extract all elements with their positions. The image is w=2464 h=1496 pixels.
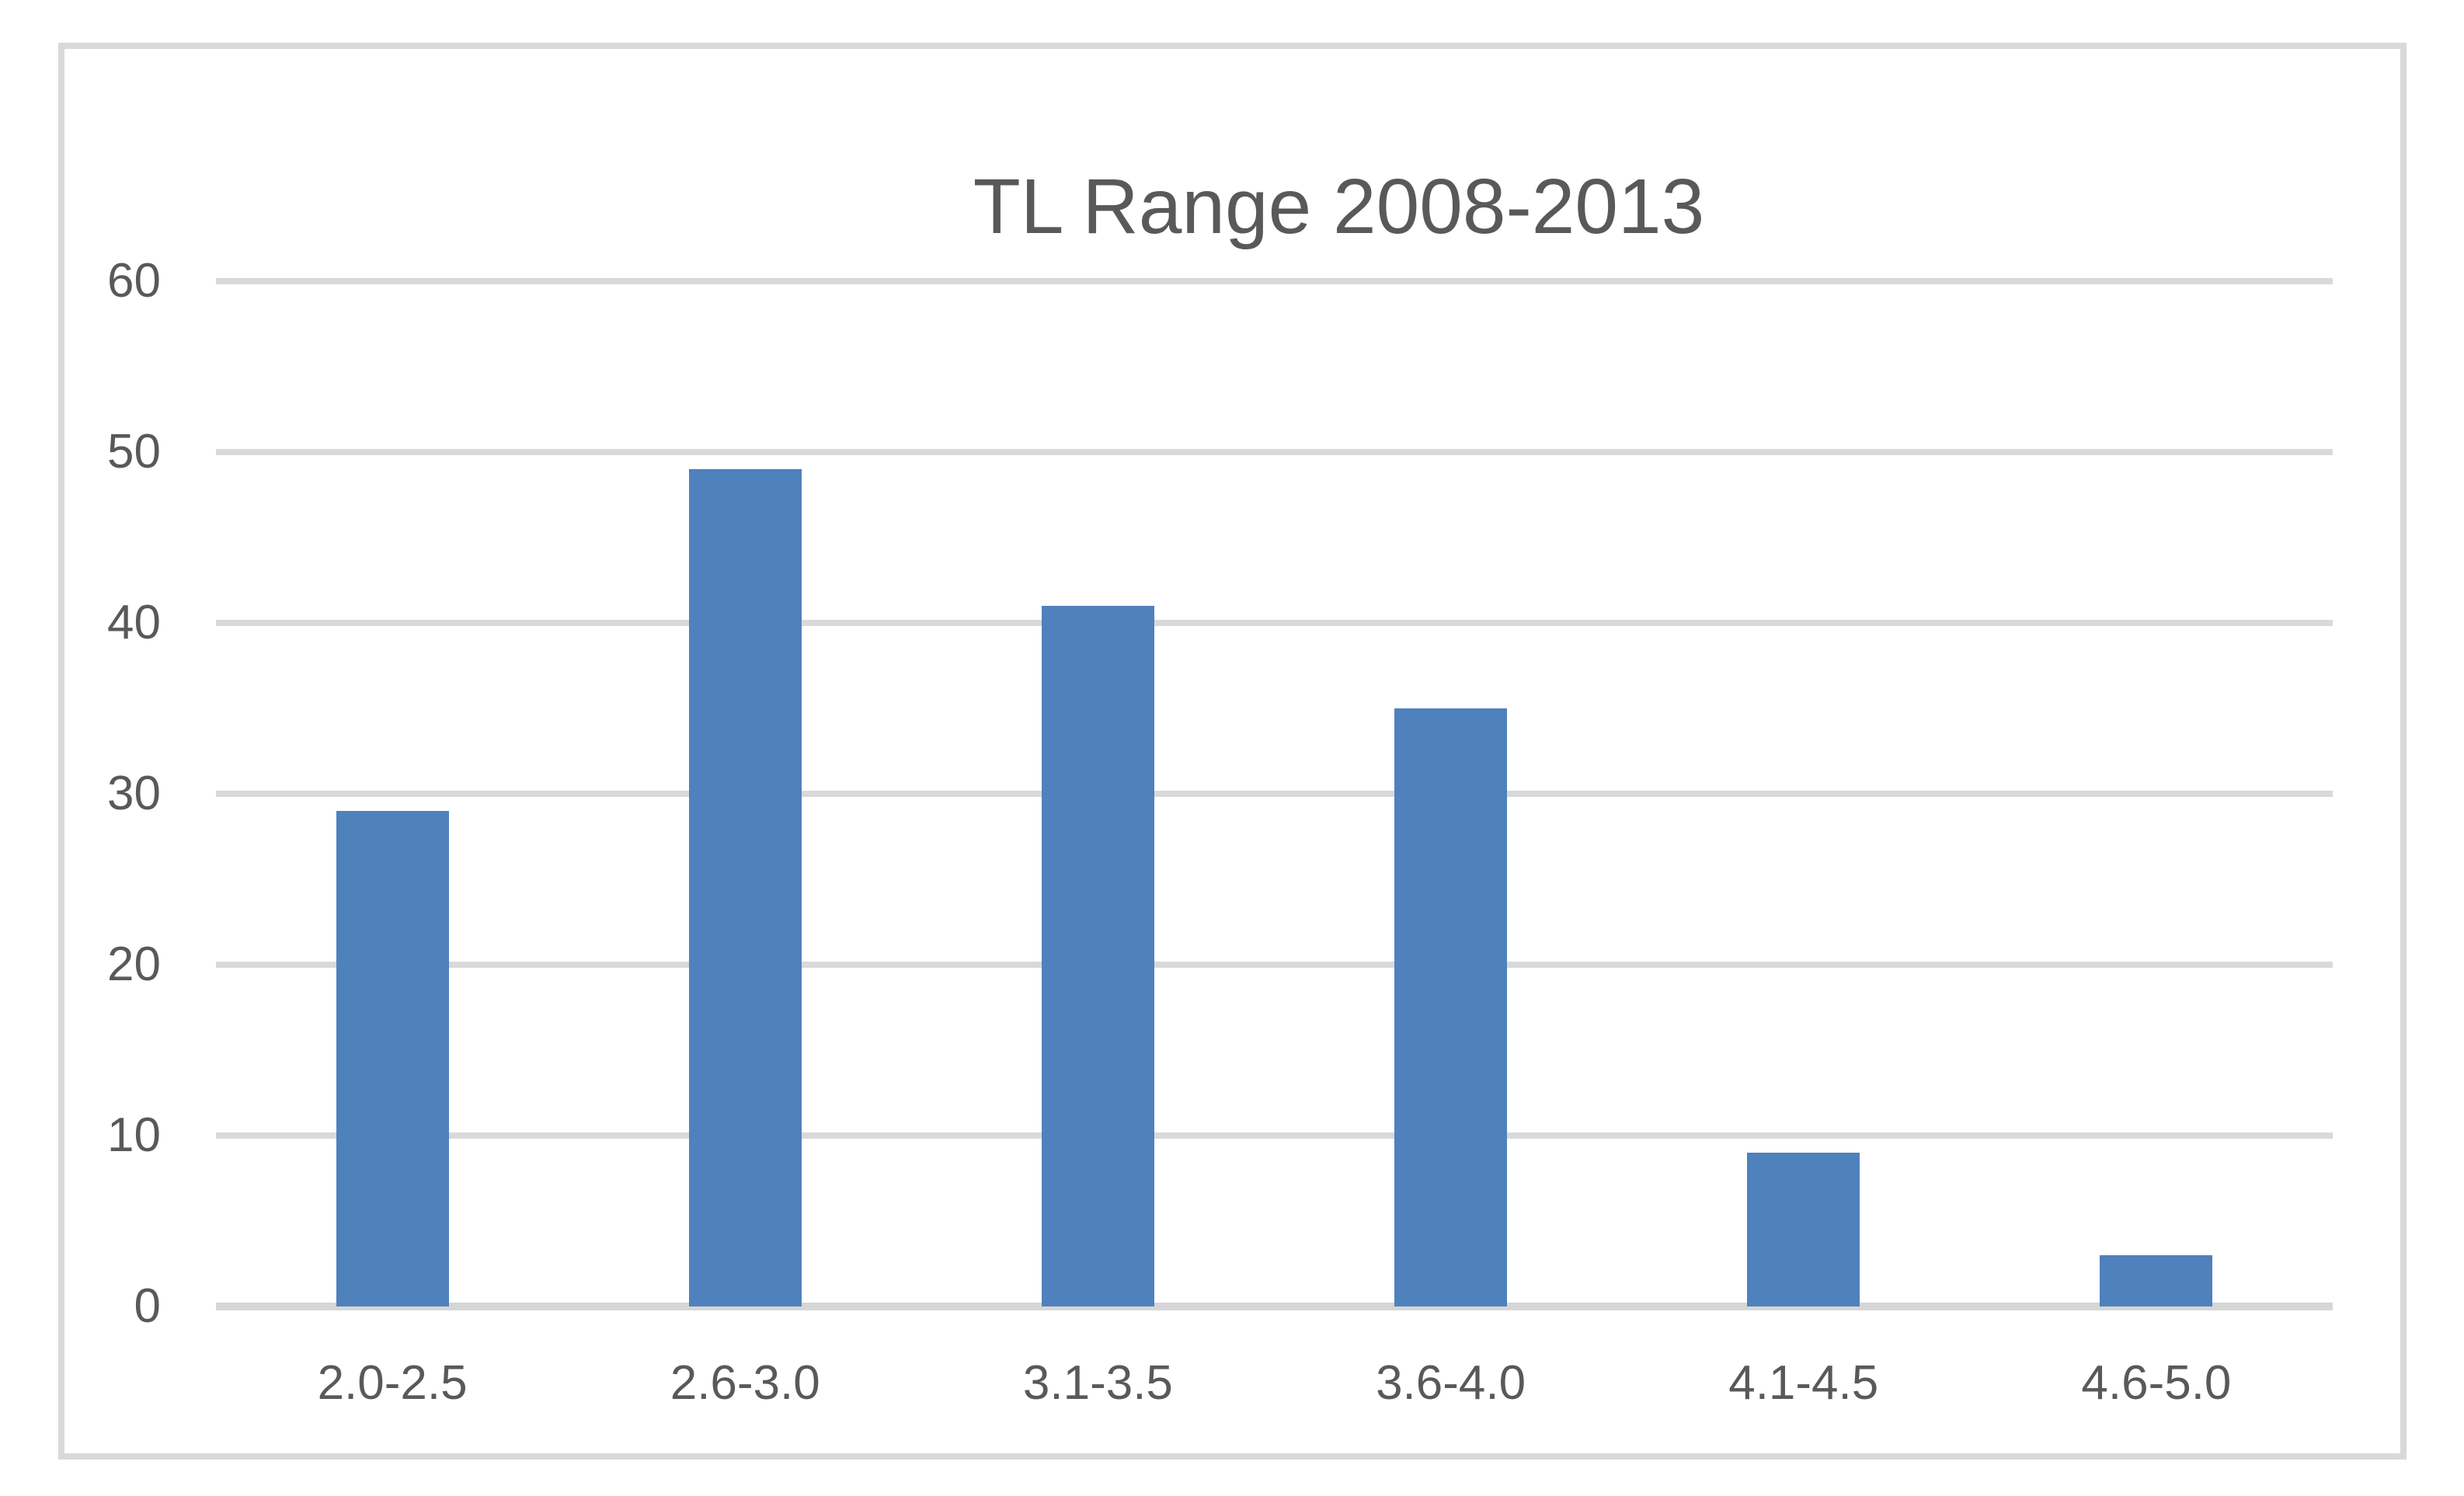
bar (688, 469, 802, 1306)
x-axis-category-label: 4.1-4.5 (1728, 1356, 1879, 1410)
x-axis-line (216, 1303, 2333, 1310)
y-axis-tick-label: 0 (134, 1279, 161, 1333)
gridline (216, 620, 2333, 626)
y-axis-tick-label: 10 (107, 1108, 161, 1162)
gridline (216, 278, 2333, 284)
gridline (216, 791, 2333, 797)
gridline (216, 962, 2333, 968)
y-axis-tick-label: 30 (107, 767, 161, 820)
y-axis-tick-label: 60 (107, 254, 161, 308)
bar (1394, 708, 1508, 1306)
y-axis-tick-label: 40 (107, 596, 161, 649)
x-axis-category-label: 3.1-3.5 (1022, 1356, 1173, 1410)
gridline (216, 449, 2333, 455)
gridline (216, 1132, 2333, 1139)
x-axis-category-label: 2.0-2.5 (317, 1356, 468, 1410)
y-axis-tick-label: 20 (107, 938, 161, 991)
bar (1041, 606, 1154, 1306)
x-axis-category-label: 3.6-4.0 (1376, 1356, 1526, 1410)
bar (336, 811, 449, 1306)
y-axis-tick-label: 50 (107, 425, 161, 478)
chart-title: TL Range 2008-2013 (973, 163, 1705, 250)
x-axis-category-label: 2.6-3.0 (670, 1356, 820, 1410)
bar (2100, 1255, 2213, 1306)
bar (1747, 1153, 1860, 1306)
x-axis-category-label: 4.6-5.0 (2081, 1356, 2232, 1410)
